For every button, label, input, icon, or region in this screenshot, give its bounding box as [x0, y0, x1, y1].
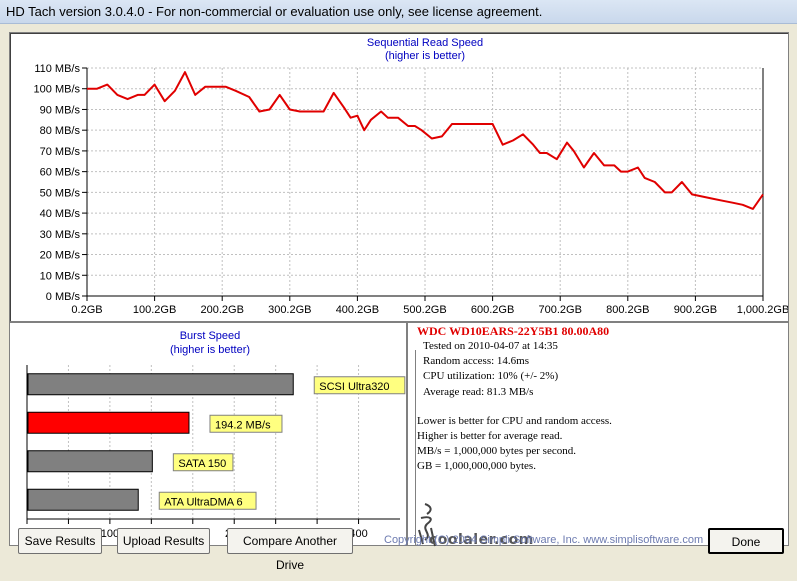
burst-bar [27, 411, 190, 434]
burst-bar [27, 373, 294, 396]
note-line: MB/s = 1,000,000 bytes per second. [417, 445, 576, 457]
x-tick-label: 400.2GB [336, 304, 379, 316]
y-tick-label: 80 MB/s [40, 125, 81, 137]
tested-date: Tested on 2010-04-07 at 14:35 [423, 340, 558, 352]
sequential-read-chart: Sequential Read Speed(higher is better) 0… [34, 37, 790, 316]
x-tick-label: 500.2GB [403, 304, 446, 316]
main-window: Sequential Read Speed (higher is better) 0… [0, 24, 797, 581]
info-divider [415, 350, 416, 546]
bar-label-box [209, 414, 283, 433]
copyright-text: Copyright (C) 2004 Simpli Software, Inc.… [384, 534, 704, 546]
sequential-read-panel: Sequential Read Speed (higher is better) 0… [9, 32, 789, 322]
x-tick-label: 800.2GB [606, 304, 649, 316]
average-read: Average read: 81.3 MB/s [423, 386, 534, 398]
bar-label: SATA 150 [178, 458, 226, 470]
window-title: HD Tach version 3.0.4.0 - For non-commer… [6, 4, 543, 19]
y-tick-label: 110 MB/s [34, 63, 80, 75]
title-bar[interactable]: HD Tach version 3.0.4.0 - For non-commer… [0, 0, 797, 24]
y-tick-label: 90 MB/s [40, 104, 81, 116]
bar-label-box [172, 453, 234, 472]
y-tick-label: 40 MB/s [40, 208, 81, 220]
burst-bar [27, 488, 139, 511]
x-tick-label: 400 [349, 528, 367, 540]
upload-results-button[interactable]: Upload Results [117, 528, 210, 554]
note-line: GB = 1,000,000,000 bytes. [417, 460, 536, 472]
y-tick-label: 30 MB/s [40, 229, 81, 241]
x-tick-label: 900.2GB [674, 304, 717, 316]
x-tick-label: 100 [101, 528, 119, 540]
note-line: Lower is better for CPU and random acces… [417, 415, 612, 427]
y-tick-label: 10 MB/s [40, 270, 81, 282]
bar-label: 194.2 MB/s [215, 419, 271, 431]
y-tick-label: 20 MB/s [40, 250, 81, 262]
y-tick-label: 0 MB/s [46, 291, 81, 303]
x-tick-label: 300.2GB [268, 304, 311, 316]
compare-another-drive-button[interactable]: Compare Another Drive [227, 528, 353, 572]
drive-info-panel [407, 322, 789, 546]
y-tick-label: 100 MB/s [34, 84, 81, 96]
random-access: Random access: 14.6ms [423, 355, 530, 367]
bar-label: SCSI Ultra320 [319, 381, 389, 393]
burst-speed-panel: Burst Speed(higher is better)05010015020… [9, 322, 407, 546]
chart-title: Burst Speed [180, 330, 241, 342]
x-tick-label: 700.2GB [538, 304, 581, 316]
bar-label-box [313, 376, 406, 395]
y-tick-label: 50 MB/s [40, 187, 81, 199]
done-button[interactable]: Done [708, 528, 784, 554]
burst-speed-chart: Burst Speed(higher is better)05010015020… [24, 330, 406, 540]
chart-subtitle: (higher is better) [385, 50, 465, 62]
save-results-button[interactable]: Save Results [18, 528, 102, 554]
bar-label: ATA UltraDMA 6 [164, 496, 242, 508]
x-tick-label: 600.2GB [471, 304, 514, 316]
chart-title: Sequential Read Speed [367, 37, 483, 49]
burst-bar [27, 450, 153, 473]
y-tick-label: 60 MB/s [40, 167, 81, 179]
x-tick-label: 100.2GB [133, 304, 176, 316]
bar-label-box [158, 491, 257, 510]
drive-model: WDC WD10EARS-22Y5B1 80.00A80 [417, 324, 610, 338]
x-tick-label: 1,000.2GB [737, 304, 788, 316]
x-tick-label: 0.2GB [71, 304, 102, 316]
x-tick-label: 200.2GB [200, 304, 243, 316]
note-line: Higher is better for average read. [417, 430, 563, 442]
watermark: coolaler.com [413, 500, 533, 553]
chart-subtitle: (higher is better) [170, 344, 250, 356]
cpu-utilization: CPU utilization: 10% (+/- 2%) [423, 370, 559, 382]
watermark-text: coolaler.com [429, 532, 534, 548]
watermark-logo [418, 503, 436, 547]
read-speed-line [87, 71, 764, 210]
y-tick-label: 70 MB/s [40, 146, 81, 158]
